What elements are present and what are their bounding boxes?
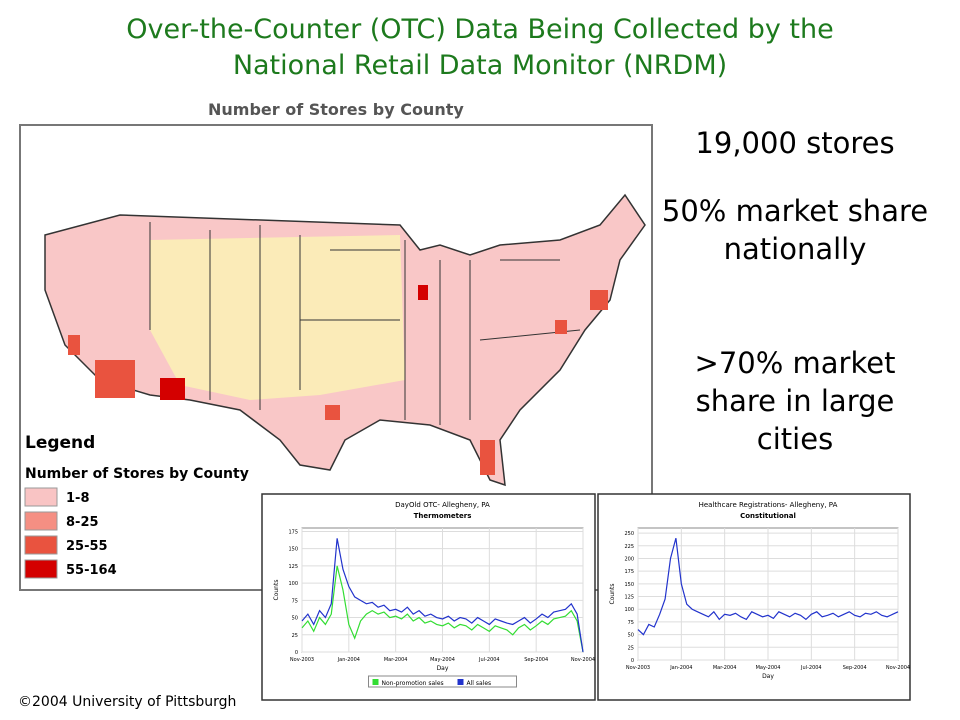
footer: ©2004 University of Pittsburgh [18, 694, 237, 710]
legend-swatch [24, 511, 58, 531]
legend-label: 1-8 [66, 491, 90, 506]
bullet: 50% market share nationally [661, 194, 929, 266]
legend-label: 8-25 [66, 515, 99, 530]
title-line: National Retail Data Monitor (NRDM) [232, 50, 728, 81]
legend-swatch [24, 535, 58, 555]
legend-label: 55-164 [66, 563, 117, 578]
legend-heading: Legend [25, 433, 95, 453]
legend-swatch [24, 487, 58, 507]
bullet: >70% market share in large cities [694, 346, 896, 456]
map-title: Number of Stores by County [208, 100, 464, 119]
state-lines [149, 222, 581, 425]
dense-counties [68, 285, 608, 475]
legend-label: 25-55 [66, 539, 108, 554]
legend-swatch [24, 559, 58, 579]
slide-title: Over-the-Counter (OTC) Data Being Collec… [0, 12, 960, 84]
legend-title: Number of Stores by County [25, 466, 249, 482]
title-line: Over-the-Counter (OTC) Data Being Collec… [126, 14, 834, 45]
bullet: 19,000 stores [695, 126, 895, 160]
sparse-region [150, 235, 405, 400]
